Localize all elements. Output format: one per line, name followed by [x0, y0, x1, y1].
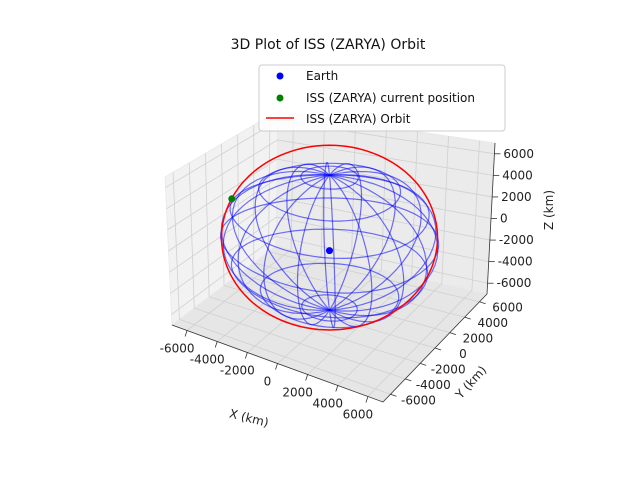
z-tick-label: -6000: [497, 276, 532, 290]
legend-box: [258, 64, 506, 132]
grid-floor-y: [209, 296, 421, 364]
y-tick-label: -6000: [401, 393, 436, 407]
y-tick-mark: [405, 378, 412, 382]
y-tick-label: -2000: [431, 362, 466, 376]
grid-floor-y: [253, 262, 465, 318]
legend-earth-label: Earth: [306, 69, 338, 83]
grid-left-z: [165, 120, 279, 188]
earth-parallel: [257, 162, 402, 222]
x-tick-label: -6000: [160, 342, 195, 356]
grid-back-z: [276, 216, 489, 263]
x-tick-label: 0: [264, 375, 272, 389]
grid-back-z: [276, 235, 488, 284]
earth-parallel: [300, 165, 359, 190]
x-tick-label: 4000: [313, 397, 344, 411]
earth-parallel: [230, 228, 429, 319]
z-tick-label: 2000: [501, 190, 532, 204]
legend-earth-marker: [276, 72, 284, 80]
z-tick-label: -4000: [498, 255, 533, 269]
grid-floor-y: [238, 273, 450, 333]
legend: Earth ISS (ZARYA) current position ISS (…: [258, 64, 506, 132]
grid-back-z: [276, 197, 490, 241]
chart-title: 3D Plot of ISS (ZARYA) Orbit: [231, 37, 426, 53]
x-tick-label: -4000: [190, 353, 225, 367]
grid-left-z: [167, 158, 278, 231]
x-tick-mark: [214, 341, 218, 348]
grid-left-z: [171, 236, 277, 315]
earth-parallel: [229, 174, 430, 260]
grid-lines: [165, 113, 496, 403]
earth-wireframe: [220, 161, 440, 329]
y-tick-label: -4000: [416, 378, 451, 392]
z-tick-label: 0: [500, 212, 508, 226]
y-tick-mark: [390, 393, 397, 397]
y-tick-label: 2000: [463, 332, 494, 346]
z-tick-label: 4000: [502, 168, 533, 182]
y-tick-mark: [479, 301, 486, 305]
y-tick-label: 4000: [477, 316, 508, 330]
y-tick-mark: [420, 363, 427, 366]
earth-parallel: [259, 262, 400, 329]
y-tick-label: 6000: [492, 301, 523, 315]
x-tick-label: 2000: [282, 386, 313, 400]
earth-center-point: [326, 247, 333, 255]
z-tick-label: 6000: [503, 147, 534, 161]
x-tick-mark: [305, 374, 309, 381]
x-tick-mark: [244, 352, 248, 359]
legend-iss-position-marker: [276, 94, 284, 102]
orbit-line: [220, 144, 439, 331]
y-tick-label: 0: [459, 347, 467, 361]
grid-left-z: [169, 197, 277, 273]
x-tick-label: 6000: [343, 408, 374, 422]
z-tick-labels: -6000 -4000 -2000 0 2000 4000 6000: [487, 147, 534, 290]
y-tick-mark: [464, 316, 471, 320]
y-tick-mark: [434, 347, 442, 351]
x-tick-mark: [365, 396, 369, 403]
grid-floor-y: [194, 307, 406, 380]
grid-left-z: [166, 139, 278, 210]
iss-current-position-point: [228, 195, 236, 203]
z-tick-label: -2000: [499, 233, 534, 247]
grid-back-z: [277, 158, 493, 198]
earth-parallel: [301, 294, 358, 322]
x-tick-mark: [275, 363, 278, 370]
legend-iss-position-label: ISS (ZARYA) current position: [306, 91, 475, 105]
legend-orbit-label: ISS (ZARYA) Orbit: [306, 112, 411, 126]
grid-floor-y: [179, 318, 391, 395]
x-tick-mark: [184, 330, 188, 337]
x-tick-mark: [335, 385, 339, 392]
y-tick-mark: [449, 332, 456, 335]
x-tick-label: -2000: [220, 364, 255, 378]
z-axis-label: Z (km): [542, 190, 556, 230]
grid-floor-y: [268, 251, 480, 303]
